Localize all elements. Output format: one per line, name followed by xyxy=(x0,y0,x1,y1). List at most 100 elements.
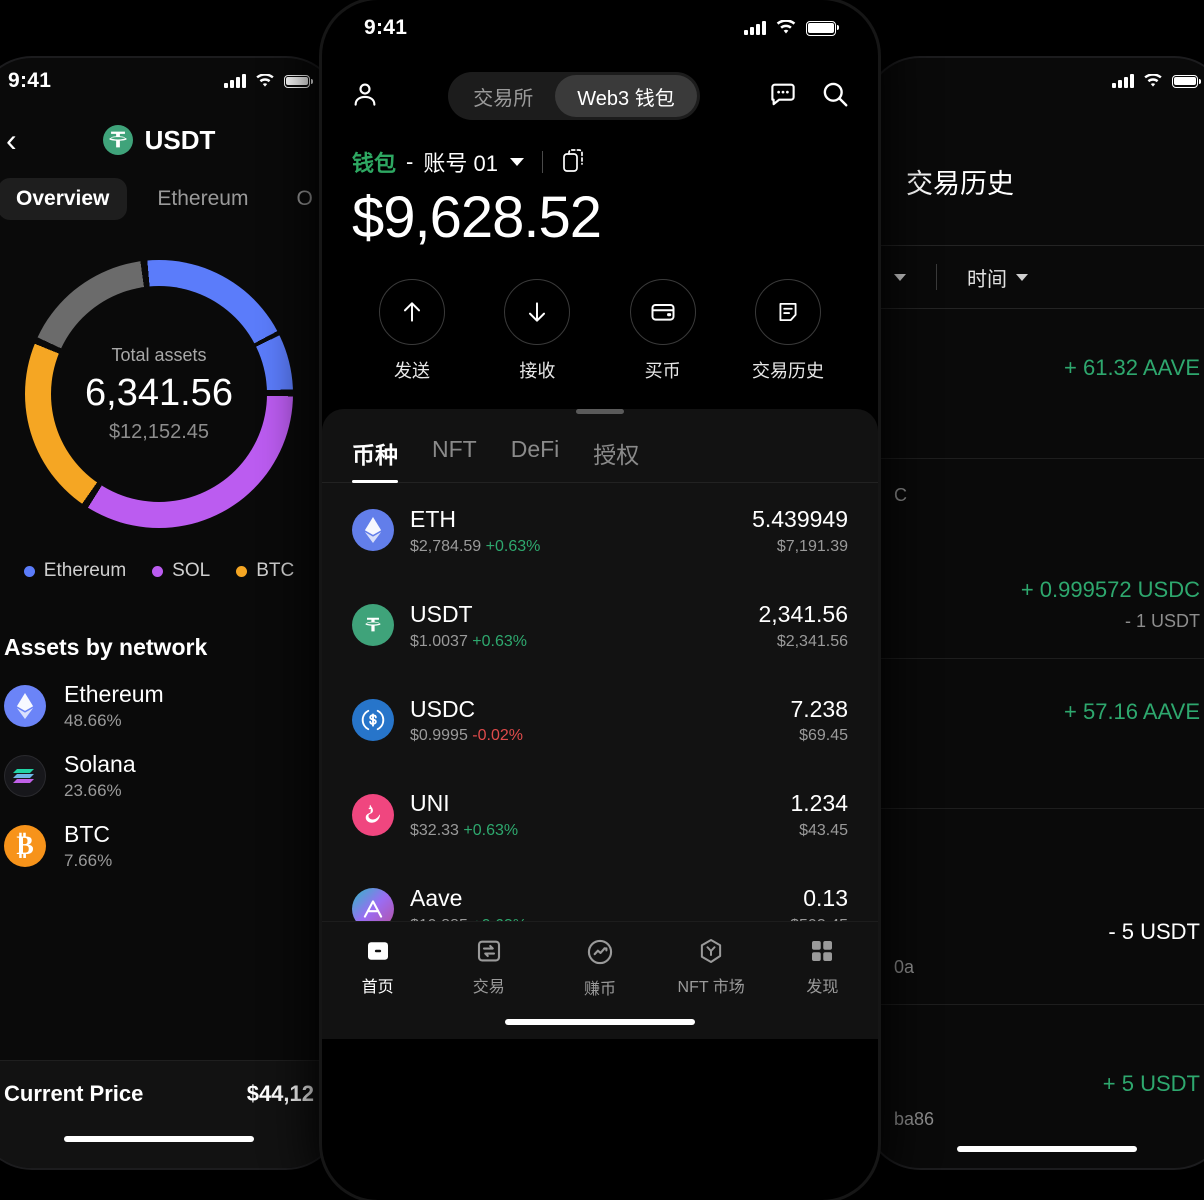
uniswap-icon xyxy=(352,793,394,836)
history-row[interactable]: - 5 USDT 0a xyxy=(866,809,1204,1005)
current-price-value: $44,12 xyxy=(246,1081,314,1106)
action-send[interactable]: 发送 xyxy=(366,279,458,383)
token-price: $0.9995 xyxy=(410,727,468,745)
token-value: $69.45 xyxy=(799,727,848,745)
signal-icon xyxy=(224,74,246,88)
token-change: -0.02% xyxy=(472,727,523,745)
tab-coins[interactable]: 币种 xyxy=(352,436,398,483)
search-icon[interactable] xyxy=(820,79,850,114)
tab-defi[interactable]: DeFi xyxy=(510,436,560,462)
tab-other[interactable]: O xyxy=(296,187,313,210)
history-amount: + 5 USDT xyxy=(1102,1071,1200,1096)
action-buy[interactable]: 买币 xyxy=(617,279,709,383)
history-row[interactable]: C + 0.999572 USDC - 1 USDT xyxy=(866,459,1204,659)
page-title-text: USDT xyxy=(144,124,216,155)
chevron-down-icon[interactable] xyxy=(509,158,524,166)
token-symbol: Aave xyxy=(410,885,463,911)
tab-approvals[interactable]: 授权 xyxy=(593,442,640,468)
total-balance: $9,628.52 xyxy=(352,185,602,250)
donut-center-total: 6,341.56 xyxy=(85,371,233,414)
token-change: +0.63% xyxy=(485,537,541,555)
history-filter-bar: 时间 xyxy=(866,245,1204,309)
wifi-icon xyxy=(1144,73,1162,87)
token-value: $2,341.56 xyxy=(776,632,848,650)
left-tabs: Overview Ethereum O xyxy=(0,162,340,220)
credit-card-icon xyxy=(629,279,696,345)
donut-ring: Total assets 6,341.56 $12,152.45 xyxy=(25,260,293,528)
token-holdings: 7.238 $69.45 xyxy=(790,695,848,746)
token-info: ETH $2,784.59 +0.63% xyxy=(410,505,736,556)
tabbar-item-earn[interactable]: 赚币 xyxy=(550,936,650,999)
token-amount: 2,341.56 xyxy=(758,600,848,627)
token-holdings: 1.234 $43.45 xyxy=(790,789,848,840)
left-header: ‹ USDT xyxy=(0,104,340,162)
token-row-usdt[interactable]: USDT $1.0037 +0.63% 2,341.56 $2,341.56 xyxy=(352,578,848,673)
action-label: 接收 xyxy=(519,361,556,381)
wifi-icon xyxy=(256,73,274,87)
tab-ethereum[interactable]: Ethereum xyxy=(157,187,249,210)
asset-donut-chart: Total assets 6,341.56 $12,152.45 xyxy=(0,234,340,554)
action-receive[interactable]: 接收 xyxy=(491,279,583,383)
network-row-solana[interactable]: Solana 23.66% xyxy=(0,731,340,801)
tabbar-item-nft-market[interactable]: NFT 市场 xyxy=(661,936,761,997)
token-change: +0.63% xyxy=(472,632,528,650)
current-price-label: Current Price xyxy=(4,1081,144,1106)
tab-overview[interactable]: Overview xyxy=(0,178,128,220)
network-row-ethereum[interactable]: Ethereum 48.66% xyxy=(0,661,340,731)
chevron-down-icon-left[interactable] xyxy=(894,273,906,281)
solana-icon xyxy=(4,755,46,797)
token-row-uni[interactable]: UNI $32.33 +0.63% 1.234 $43.45 xyxy=(352,767,848,862)
quick-actions: 发送 接收 买币 交易历史 xyxy=(322,251,878,383)
history-hash: 0a xyxy=(894,957,915,977)
assets-by-network-title: Assets by network xyxy=(4,634,208,660)
network-name: Ethereum xyxy=(64,681,164,707)
chevron-down-icon xyxy=(1016,273,1028,281)
arrow-up-icon xyxy=(379,279,445,345)
legend-label-btc: BTC xyxy=(256,560,295,581)
filter-time[interactable]: 时间 xyxy=(967,263,1028,292)
history-row[interactable]: + 61.32 AAVE xyxy=(866,309,1204,459)
segment-exchange[interactable]: 交易所 xyxy=(473,87,534,110)
token-price: $32.33 xyxy=(410,822,459,839)
history-subamount: - 1 USDT xyxy=(1124,611,1200,631)
battery-icon xyxy=(284,74,313,88)
tab-nft[interactable]: NFT xyxy=(432,436,477,462)
legend-label-sol: SOL xyxy=(172,560,211,581)
assets-sheet: 币种 NFT DeFi 授权 ETH $2,784.59 +0.63% xyxy=(322,409,878,1039)
mode-segmented-control: 交易所 Web3 钱包 xyxy=(448,72,700,120)
account-dash: - xyxy=(406,149,414,174)
token-row-eth[interactable]: ETH $2,784.59 +0.63% 5.439949 $7,191.39 xyxy=(352,483,848,578)
chevron-left-icon[interactable]: ‹ xyxy=(6,122,17,158)
person-icon[interactable] xyxy=(350,79,380,114)
token-price: $1.0037 xyxy=(410,632,468,650)
account-divider xyxy=(541,151,543,173)
token-amount: 5.439949 xyxy=(752,506,848,532)
tabbar-label: 发现 xyxy=(806,979,839,996)
network-row-btc[interactable]: ₿ BTC 7.66% xyxy=(0,801,340,871)
network-pct: 48.66% xyxy=(64,711,122,730)
account-selector[interactable]: 钱包 - 账号 01 xyxy=(322,128,878,178)
action-history[interactable]: 交易历史 xyxy=(742,279,834,383)
token-list: ETH $2,784.59 +0.63% 5.439949 $7,191.39 xyxy=(322,483,878,957)
history-amount: + 61.32 AAVE xyxy=(1064,355,1200,380)
token-price-row: $0.9995 -0.02% xyxy=(410,727,774,745)
token-row-usdc[interactable]: USDC $0.9995 -0.02% 7.238 $69.45 xyxy=(352,673,848,768)
copy-icon[interactable] xyxy=(561,147,585,178)
tabbar-item-trade[interactable]: 交易 xyxy=(439,936,539,997)
chat-bubble-icon[interactable] xyxy=(768,79,798,114)
legend-item-sol: SOL xyxy=(152,560,210,582)
segment-web3-wallet[interactable]: Web3 钱包 xyxy=(555,75,697,117)
history-row[interactable]: + 57.16 AAVE xyxy=(866,659,1204,809)
action-label: 买币 xyxy=(644,361,681,381)
tabbar-label: 首页 xyxy=(361,979,394,996)
tabbar-item-discover[interactable]: 发现 xyxy=(772,936,872,997)
center-status-time: 9:41 xyxy=(364,16,408,39)
history-row[interactable]: + 5 USDT ba86 xyxy=(866,1005,1204,1156)
donut-legend: Ethereum SOL BTC xyxy=(0,560,340,582)
token-price-row: $2,784.59 +0.63% xyxy=(410,538,736,556)
tabbar-item-home[interactable]: 首页 xyxy=(328,936,428,997)
sheet-grabber[interactable] xyxy=(576,409,624,414)
tabbar-label: 交易 xyxy=(472,979,505,996)
home-indicator xyxy=(505,1019,695,1025)
